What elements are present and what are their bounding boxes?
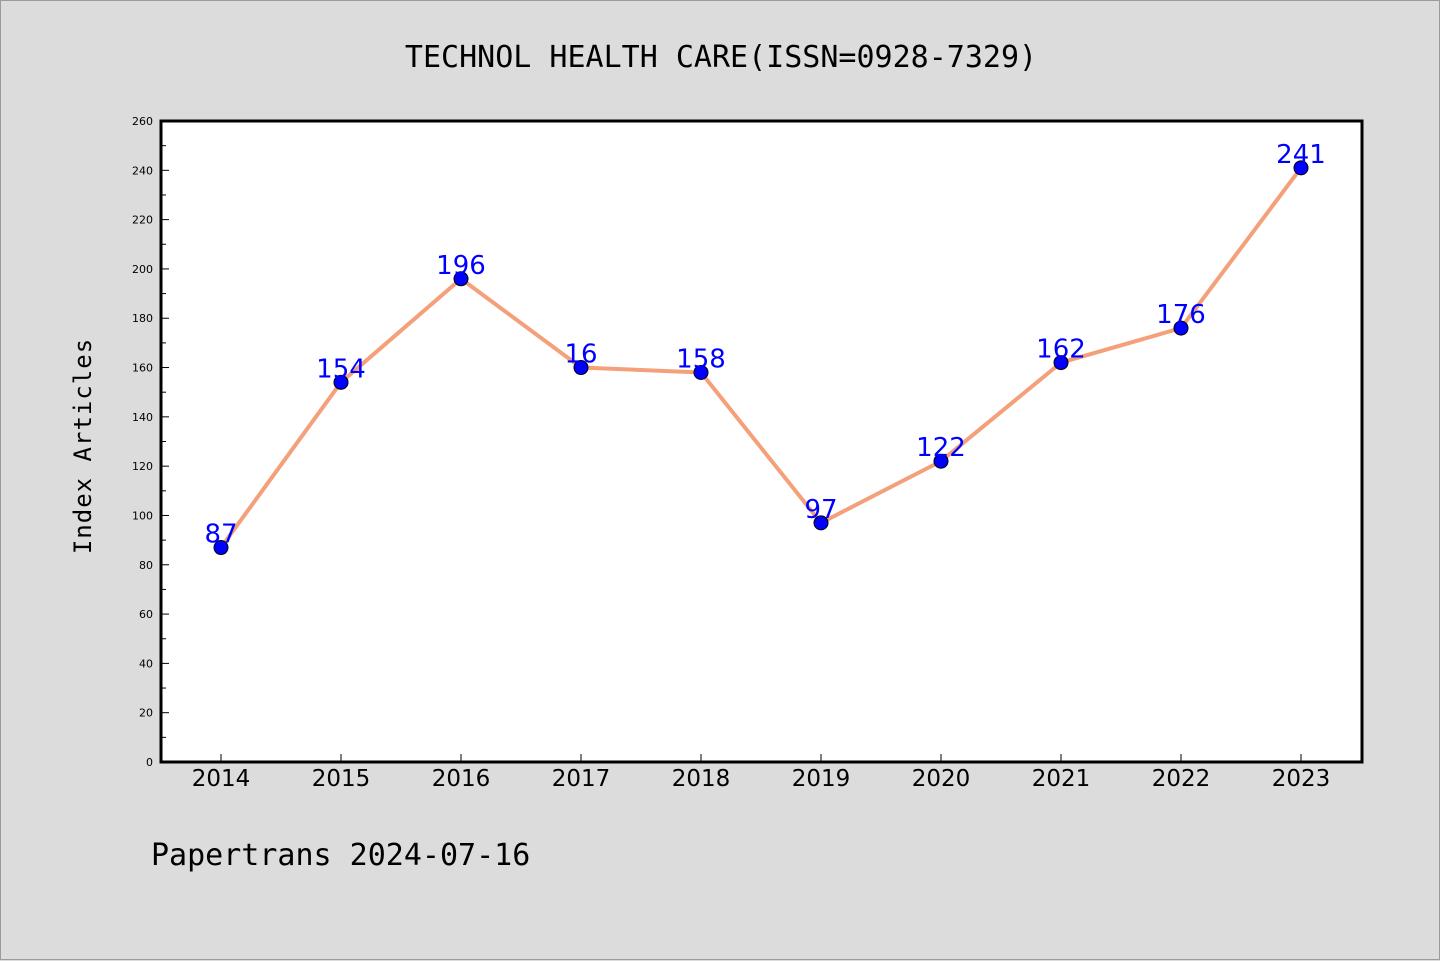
y-tick-label: 140	[132, 411, 153, 424]
plot-area	[161, 121, 1362, 762]
data-label: 16	[564, 340, 597, 370]
y-axis: 0 20 40 60 80 100 120 140 160 180 200 220 240 260	[132, 115, 169, 769]
data-point	[1173, 320, 1189, 336]
y-tick-label: 0	[146, 756, 153, 769]
y-tick-label: 120	[132, 460, 153, 473]
plot-border	[159, 119, 1364, 764]
x-tick-label: 2021	[1032, 766, 1091, 792]
y-tick-label: 200	[132, 263, 153, 276]
x-tick-label: 2023	[1272, 766, 1331, 792]
data-point	[693, 364, 709, 380]
data-label: 162	[1036, 335, 1086, 365]
data-point	[453, 271, 469, 287]
data-labels-group: 87 154 196 16 158 97 122 162 176 241	[204, 140, 1325, 550]
y-axis-label: Index Articles	[69, 338, 97, 554]
data-point	[813, 515, 829, 531]
data-label: 122	[916, 433, 966, 463]
data-label: 97	[804, 495, 837, 525]
x-tick-label: 2014	[192, 766, 251, 792]
x-tick-label: 2018	[672, 766, 731, 792]
data-label: 158	[676, 344, 726, 374]
data-point	[333, 374, 349, 390]
chart-title: TECHNOL HEALTH CARE(ISSN=0928-7329)	[405, 40, 1037, 75]
x-tick-label: 2015	[312, 766, 371, 792]
y-tick-label: 40	[139, 657, 153, 670]
x-tick-label: 2017	[552, 766, 611, 792]
data-point	[213, 540, 229, 556]
series-points-group	[213, 160, 1309, 556]
y-tick-label: 180	[132, 312, 153, 325]
y-tick-label: 260	[132, 115, 153, 128]
x-tick-label: 2020	[912, 766, 971, 792]
y-tick-label: 20	[139, 707, 153, 720]
x-tick-label: 2016	[432, 766, 491, 792]
footer-credit: Papertrans 2024-07-16	[151, 838, 530, 873]
y-tick-label: 80	[139, 559, 153, 572]
y-tick-label: 60	[139, 608, 153, 621]
y-tick-label: 240	[132, 164, 153, 177]
data-label: 196	[436, 251, 486, 281]
x-tick-label: 2019	[792, 766, 851, 792]
x-tick-label: 2022	[1152, 766, 1211, 792]
data-point	[933, 453, 949, 469]
data-label: 87	[204, 520, 237, 550]
y-tick-label: 220	[132, 214, 153, 227]
data-label: 241	[1276, 140, 1326, 170]
series-line-group	[219, 165, 1303, 550]
data-point	[1053, 355, 1069, 371]
data-point	[573, 360, 589, 376]
data-label: 154	[316, 354, 366, 384]
data-point	[1293, 160, 1309, 176]
x-axis: 2014 2015 2016 2017 2018 2019 2020 2021 2022 2023	[192, 754, 1331, 792]
y-tick-label: 100	[132, 509, 153, 522]
series-line	[219, 165, 1303, 550]
y-tick-label: 160	[132, 362, 153, 375]
data-label: 176	[1156, 300, 1206, 330]
